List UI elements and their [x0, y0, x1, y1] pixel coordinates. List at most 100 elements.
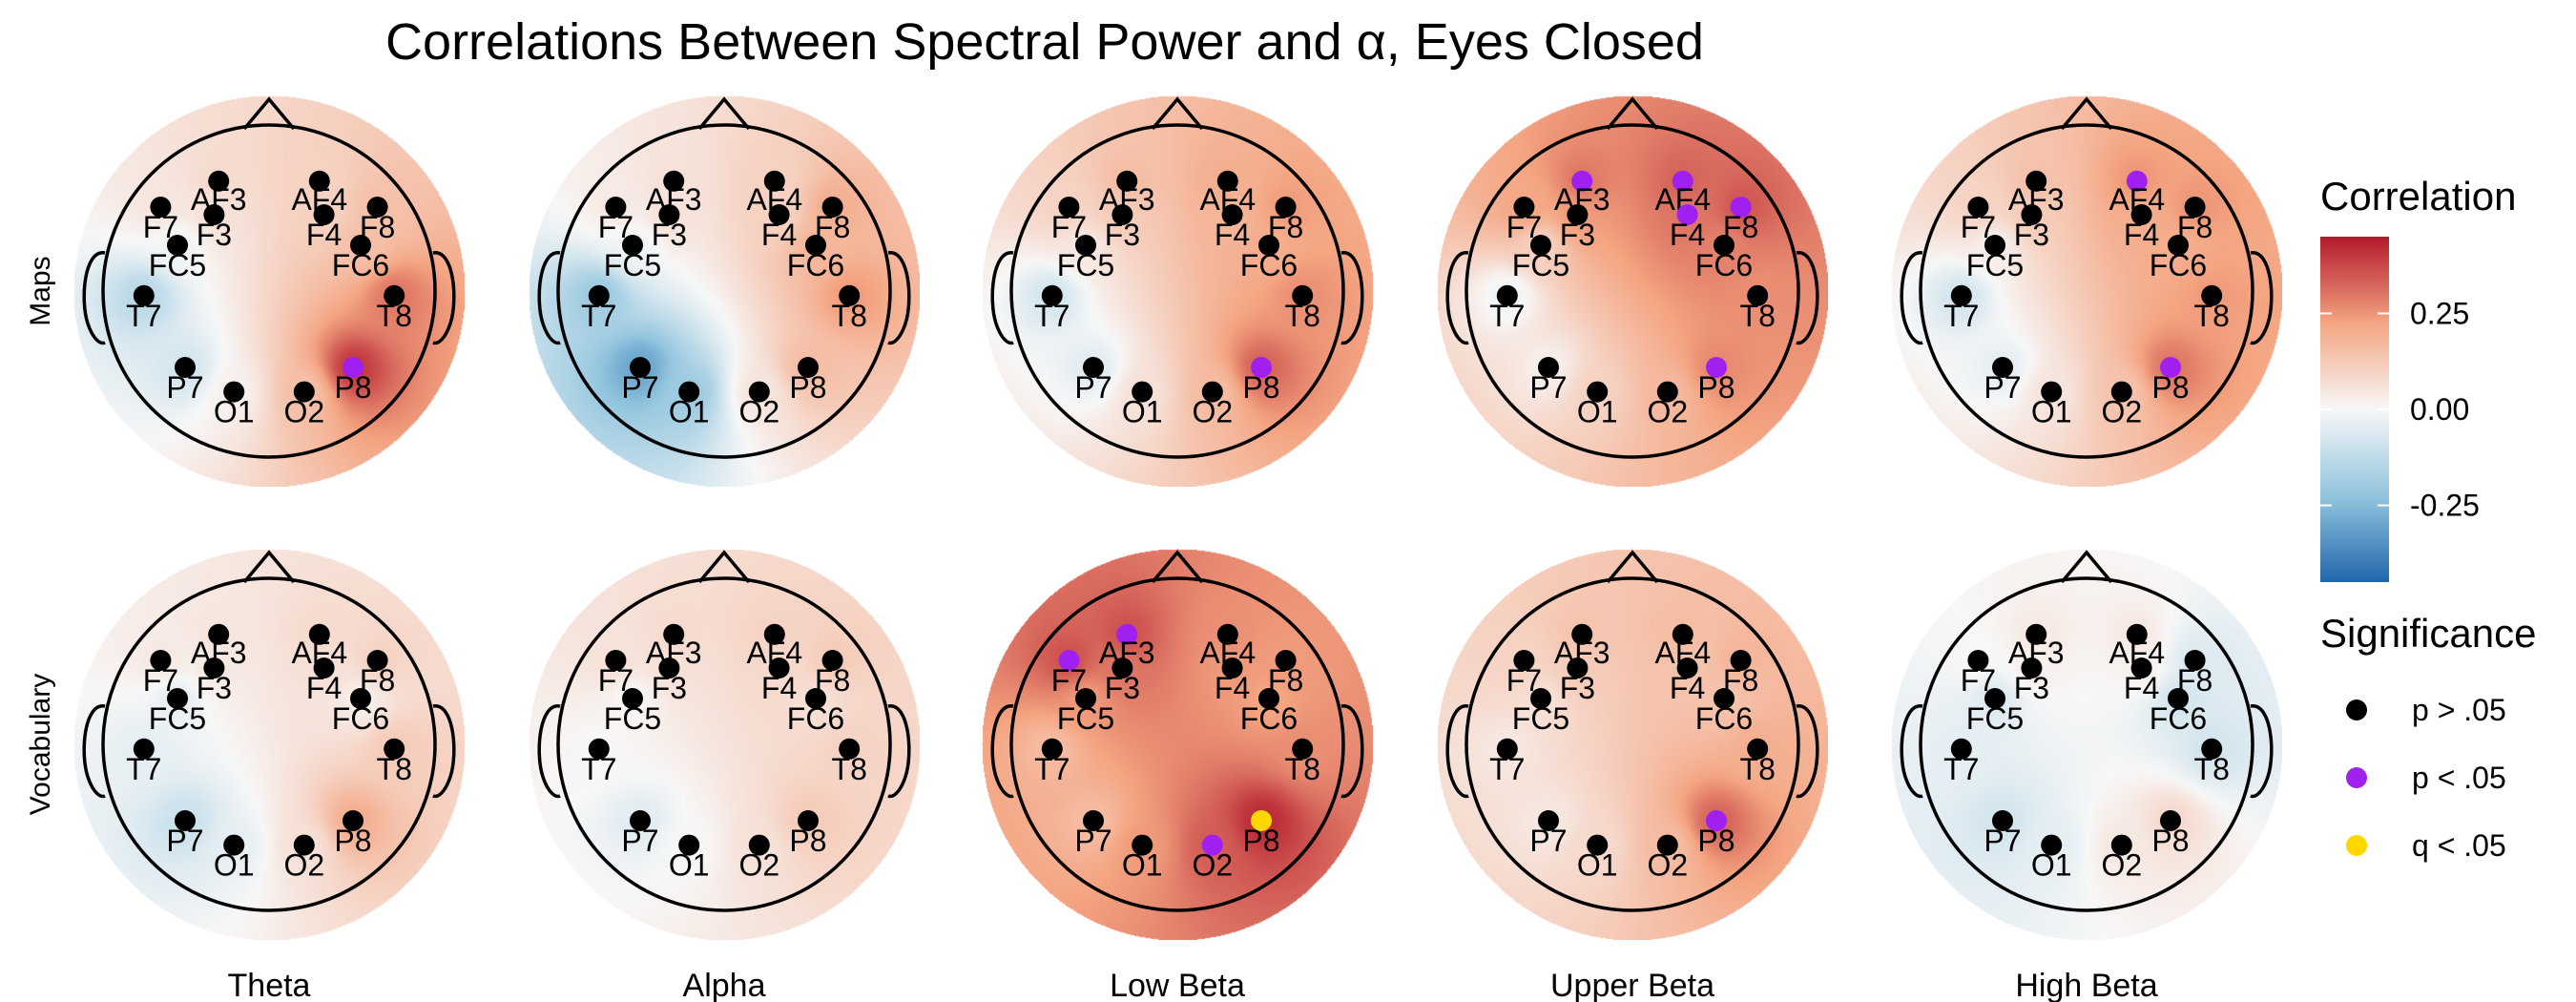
- electrode-label-p7: P7: [166, 370, 203, 405]
- electrode-label-p8: P8: [789, 824, 826, 858]
- column-label-theta: Theta: [228, 968, 311, 1002]
- electrode-dot-af3: [1116, 623, 1138, 645]
- electrode-dot-p8: [343, 810, 364, 831]
- electrode-dot-p8: [1251, 810, 1272, 831]
- electrode-dot-f7: [605, 650, 627, 671]
- electrode-label-f3: F3: [652, 218, 687, 252]
- electrode-dot-f7: [1967, 197, 1989, 218]
- electrode-dot-f8: [821, 197, 843, 218]
- electrode-label-o1: O1: [2031, 848, 2072, 883]
- column-labels: Theta Alpha Low Beta Upper Beta High Beta: [228, 968, 2158, 1002]
- nose-outline: [2060, 96, 2113, 131]
- column-label-alpha: Alpha: [683, 968, 766, 1002]
- electrode-dot-o1: [223, 381, 245, 403]
- electrode-dot-fc5: [1984, 688, 2005, 709]
- electrode-label-o2: O2: [738, 848, 779, 883]
- electrode-label-p7: P7: [1529, 370, 1567, 405]
- electrode-dot-o1: [2041, 381, 2063, 403]
- electrode-dot-p7: [175, 810, 196, 831]
- electrode-dot-fc5: [1530, 688, 1551, 709]
- right-ear-outline: [2250, 704, 2274, 799]
- electrode-label-t7: T7: [581, 752, 616, 786]
- electrode-dot-t7: [1950, 284, 1972, 306]
- electrode-label-f3: F3: [197, 218, 232, 252]
- electrode-dot-fc6: [1714, 688, 1735, 709]
- electrode-label-p8: P8: [1697, 370, 1735, 405]
- nose-outline: [1151, 96, 1204, 131]
- topomap-heat-maps-low-beta: [982, 95, 1373, 487]
- electrode-dot-f4: [768, 204, 790, 225]
- electrode-label-t8: T8: [377, 299, 412, 333]
- electrode-label-fc6: FC6: [2150, 248, 2207, 282]
- topomap-heat-vocabulary-upper-beta: [1437, 549, 1828, 940]
- electrode-label-p8: P8: [334, 370, 371, 405]
- electrode-label-fc5: FC5: [1512, 701, 1569, 736]
- electrode-dot-f4: [313, 204, 335, 225]
- left-ear-outline: [1445, 704, 1469, 799]
- electrode-label-p7: P7: [1984, 370, 2021, 405]
- electrode-dot-fc6: [1258, 235, 1279, 256]
- column-label-high-beta: High Beta: [2015, 968, 2157, 1002]
- electrode-label-f3: F3: [1105, 218, 1140, 252]
- electrode-dot-f7: [605, 197, 627, 218]
- electrode-dot-f8: [1730, 650, 1752, 671]
- electrode-dot-t7: [1496, 738, 1518, 760]
- topomap-heat-vocabulary-low-beta: [982, 549, 1373, 940]
- electrode-label-p7: P7: [1984, 824, 2021, 858]
- electrode-label-t7: T7: [1489, 752, 1525, 786]
- electrode-dot-p7: [1538, 810, 1559, 831]
- nose-outline: [697, 550, 751, 584]
- left-ear-outline: [1445, 251, 1469, 345]
- electrode-dot-o2: [748, 834, 770, 856]
- electrode-label-fc6: FC6: [787, 248, 844, 282]
- left-ear-outline: [82, 251, 106, 345]
- electrode-dot-af4: [763, 170, 785, 192]
- electrode-dot-p7: [1992, 357, 2013, 378]
- nose-outline: [1606, 550, 1659, 584]
- head-outline: [556, 576, 892, 912]
- electrode-dot-o1: [678, 381, 700, 403]
- electrode-dot-f8: [2184, 650, 2206, 671]
- electrode-dot-f4: [2130, 658, 2152, 678]
- electrode-dot-af4: [308, 623, 330, 645]
- electrode-dot-f8: [366, 197, 388, 218]
- electrode-dot-p8: [2160, 810, 2181, 831]
- electrode-dot-fc6: [2168, 235, 2189, 256]
- electrode-label-p7: P7: [1074, 824, 1111, 858]
- right-ear-outline: [432, 251, 456, 345]
- electrode-label-o2: O2: [1192, 395, 1233, 429]
- electrode-dot-fc6: [805, 688, 826, 709]
- electrode-dot-o1: [678, 834, 700, 856]
- electrode-dot-f7: [1967, 650, 1989, 671]
- electrode-label-f3: F3: [1560, 218, 1595, 252]
- electrode-dot-fc6: [350, 688, 371, 709]
- electrode-dot-o2: [2110, 381, 2132, 403]
- electrode-dot-fc5: [1984, 235, 2005, 256]
- nose-outline: [1151, 550, 1204, 584]
- electrode-label-fc6: FC6: [1240, 248, 1298, 282]
- head-outline: [1465, 123, 1800, 459]
- electrode-label-t7: T7: [1034, 752, 1070, 786]
- colorbar-tick-label: -0.25: [2410, 489, 2480, 523]
- colorbar-ticks: 0.25 0.00 -0.25: [2320, 296, 2480, 523]
- left-ear-outline: [537, 251, 561, 345]
- row-label-maps: Maps: [25, 256, 56, 325]
- electrode-label-t8: T8: [832, 299, 867, 333]
- electrode-label-fc6: FC6: [787, 701, 844, 736]
- electrode-dot-t8: [1747, 284, 1769, 306]
- electrode-dot-p8: [2160, 357, 2181, 378]
- nose-outline: [242, 550, 296, 584]
- electrode-label-p7: P7: [166, 824, 203, 858]
- topomap-heat-maps-alpha: [529, 95, 920, 487]
- electrode-label-t8: T8: [1285, 299, 1320, 333]
- head-outline: [1919, 123, 2254, 459]
- electrode-dot-af3: [208, 170, 230, 192]
- electrode-label-o2: O2: [738, 395, 779, 429]
- electrode-dot-fc6: [2168, 688, 2189, 709]
- electrode-dot-fc6: [350, 235, 371, 256]
- head-outline: [1009, 576, 1345, 912]
